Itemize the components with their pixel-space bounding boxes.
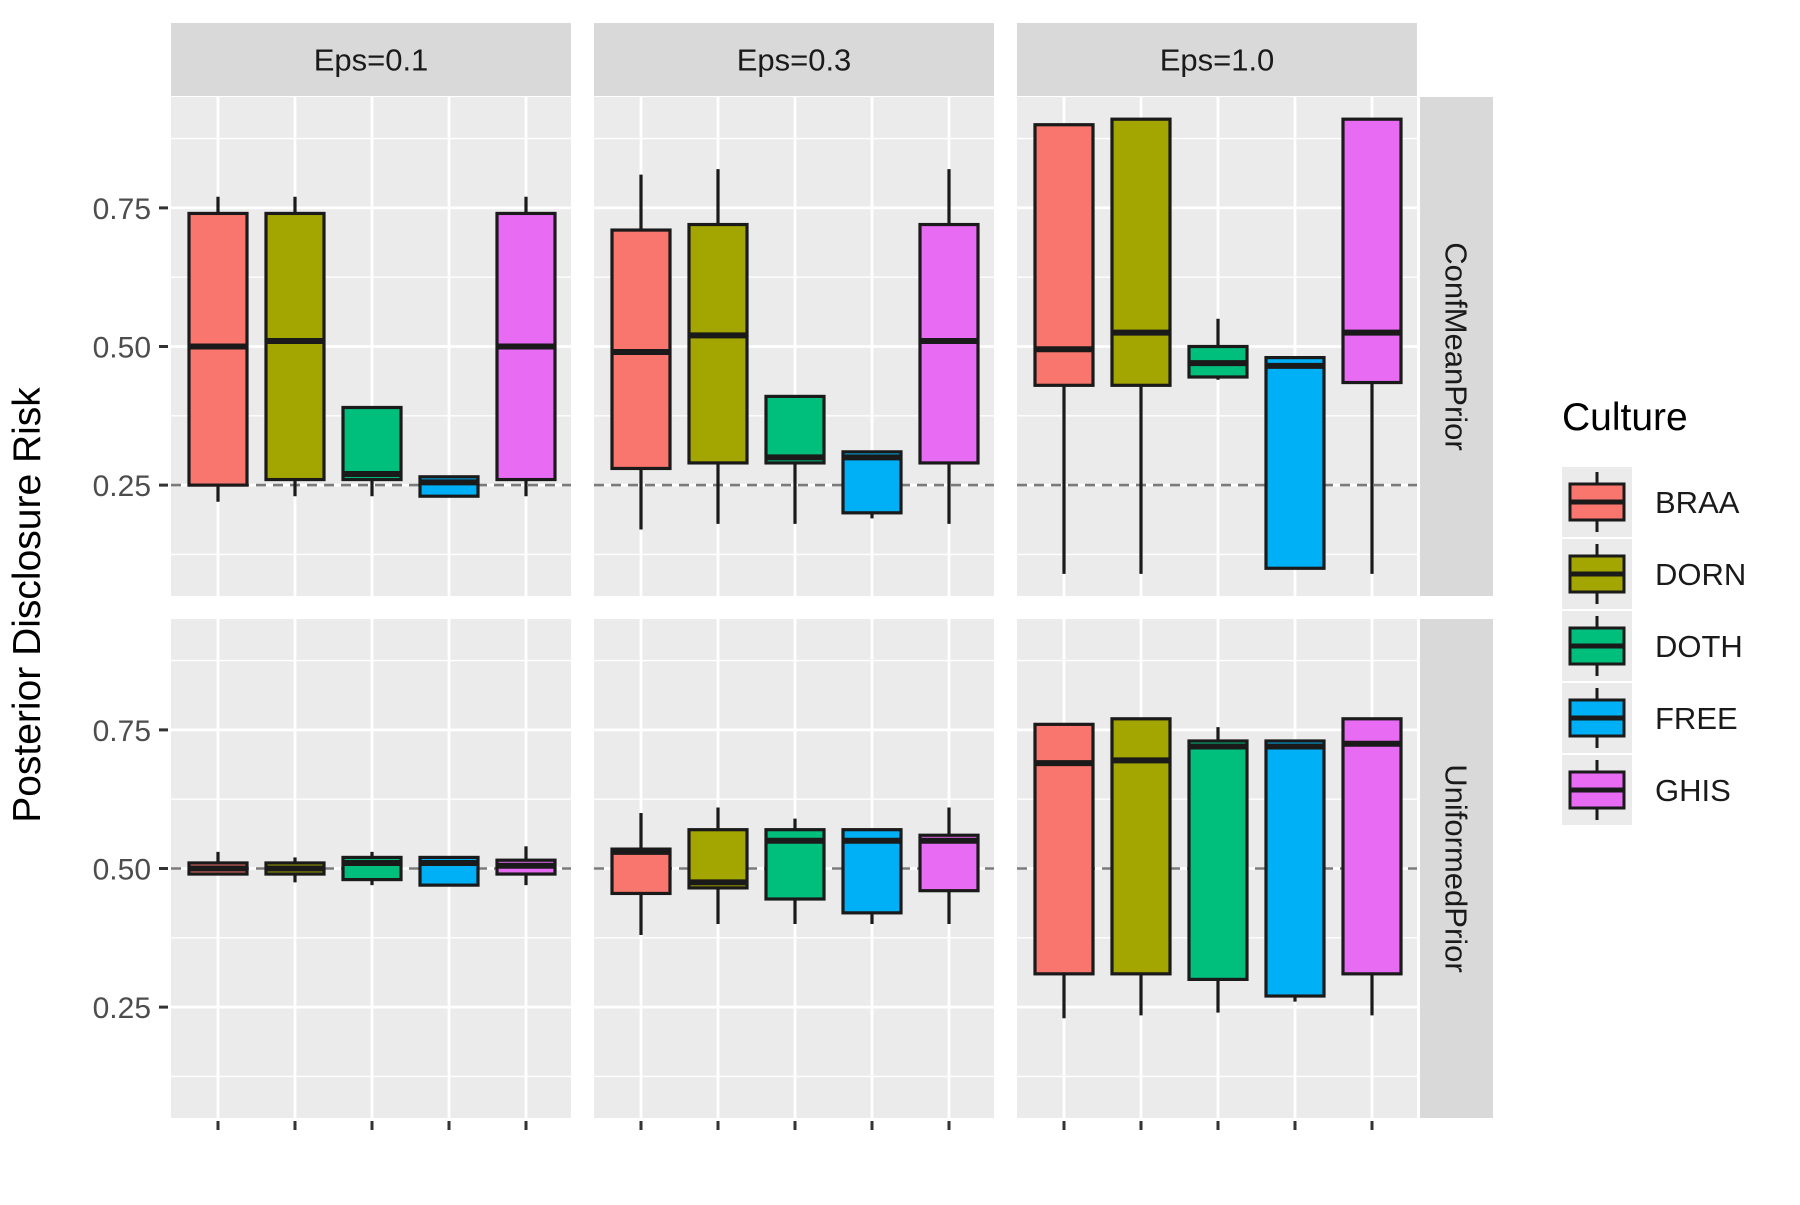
y-tick-label: 0.50 bbox=[93, 332, 151, 365]
panel-confmeanprior-eps-0-3 bbox=[594, 97, 994, 596]
box-ghis bbox=[495, 846, 557, 886]
box-body bbox=[1110, 117, 1172, 387]
box-body bbox=[1264, 355, 1326, 570]
legend-item-doth: DOTH bbox=[1562, 611, 1743, 681]
box-free bbox=[1264, 355, 1326, 570]
legend-item-dorn: DORN bbox=[1562, 539, 1746, 609]
facet-strip-label: UniformedPrior bbox=[1439, 764, 1474, 972]
y-tick-label: 0.75 bbox=[93, 715, 151, 748]
box-ghis bbox=[1341, 717, 1403, 1016]
box-dorn bbox=[264, 857, 326, 883]
facet-strip-uniformedprior bbox=[1420, 619, 1493, 1118]
facet-panels: Eps=0.1 Eps=0.3 Eps=1.0 ConfMeanPrior Unifor… bbox=[171, 23, 1493, 1118]
box-doth bbox=[341, 851, 403, 886]
box-body bbox=[918, 833, 980, 893]
box-body bbox=[1341, 717, 1403, 976]
box-dorn bbox=[687, 169, 749, 524]
box-ghis bbox=[1341, 117, 1403, 574]
box-braa bbox=[610, 813, 672, 936]
legend-item-ghis: GHIS bbox=[1562, 755, 1731, 825]
legend-label: FREE bbox=[1655, 701, 1738, 736]
box-doth bbox=[764, 394, 826, 524]
legend-label: GHIS bbox=[1655, 773, 1731, 808]
box-dorn bbox=[687, 807, 749, 924]
box-braa bbox=[187, 196, 249, 502]
y-tick-label: 0.75 bbox=[93, 193, 151, 226]
legend-label: DORN bbox=[1655, 557, 1746, 592]
facet-strip-confmeanprior bbox=[1420, 97, 1493, 596]
facet-strip-eps-0-3 bbox=[594, 23, 994, 96]
box-body bbox=[764, 394, 826, 465]
legend: Culture BRAA DORN DOTH FREE GHIS bbox=[1562, 396, 1746, 825]
box-free bbox=[841, 450, 903, 519]
box-dorn bbox=[1110, 717, 1172, 1016]
panel-uniformedprior-eps-0-3 bbox=[594, 619, 994, 1118]
box-body bbox=[1264, 739, 1326, 998]
legend-item-braa: BRAA bbox=[1562, 467, 1740, 537]
box-dorn bbox=[1110, 117, 1172, 574]
panel-uniformedprior-eps-0-1 bbox=[171, 619, 571, 1118]
box-ghis bbox=[495, 196, 557, 497]
box-body bbox=[341, 405, 403, 482]
facet-strip-eps-1-0 bbox=[1017, 23, 1417, 96]
box-doth bbox=[341, 405, 403, 497]
box-body bbox=[610, 847, 672, 896]
box-body bbox=[264, 211, 326, 482]
box-body bbox=[1341, 117, 1403, 385]
y-tick-label: 0.50 bbox=[93, 854, 151, 887]
panel-uniformedprior-eps-1-0 bbox=[1017, 619, 1417, 1118]
box-braa bbox=[1033, 123, 1095, 574]
box-doth bbox=[1187, 727, 1249, 1013]
box-ghis bbox=[918, 807, 980, 924]
y-tick-label: 0.25 bbox=[93, 470, 151, 503]
box-body bbox=[687, 828, 749, 890]
legend-label: BRAA bbox=[1655, 485, 1740, 520]
legend-label: DOTH bbox=[1655, 629, 1743, 664]
box-body bbox=[1033, 123, 1095, 387]
box-ghis bbox=[918, 169, 980, 524]
panel-confmeanprior-eps-1-0 bbox=[1017, 97, 1417, 596]
y-axes: 0.25 0.50 0.75 0.25 0.50 0.75 bbox=[93, 193, 1374, 1130]
facet-strip-label: Eps=0.3 bbox=[737, 43, 852, 78]
box-free bbox=[841, 828, 903, 924]
box-braa bbox=[610, 174, 672, 530]
box-doth bbox=[764, 818, 826, 924]
facet-strip-eps-0-1 bbox=[171, 23, 571, 96]
box-doth bbox=[1187, 318, 1249, 380]
y-tick-label: 0.25 bbox=[93, 992, 151, 1025]
y-axis-label: Posterior Disclosure Risk bbox=[6, 387, 49, 823]
box-free bbox=[418, 855, 480, 887]
box-body bbox=[1110, 717, 1172, 976]
box-body bbox=[1187, 739, 1249, 981]
box-body bbox=[841, 450, 903, 515]
box-free bbox=[1264, 739, 1326, 1002]
box-braa bbox=[1033, 722, 1095, 1019]
facet-strip-label: Eps=1.0 bbox=[1160, 43, 1275, 78]
box-dorn bbox=[264, 196, 326, 497]
facet-strip-label: ConfMeanPrior bbox=[1439, 242, 1474, 450]
box-braa bbox=[187, 851, 249, 876]
legend-item-free: FREE bbox=[1562, 683, 1738, 753]
facet-strip-label: Eps=0.1 bbox=[314, 43, 429, 78]
box-free bbox=[418, 475, 480, 498]
legend-title: Culture bbox=[1562, 396, 1688, 439]
panel-confmeanprior-eps-0-1 bbox=[171, 97, 571, 596]
box-body bbox=[687, 222, 749, 465]
